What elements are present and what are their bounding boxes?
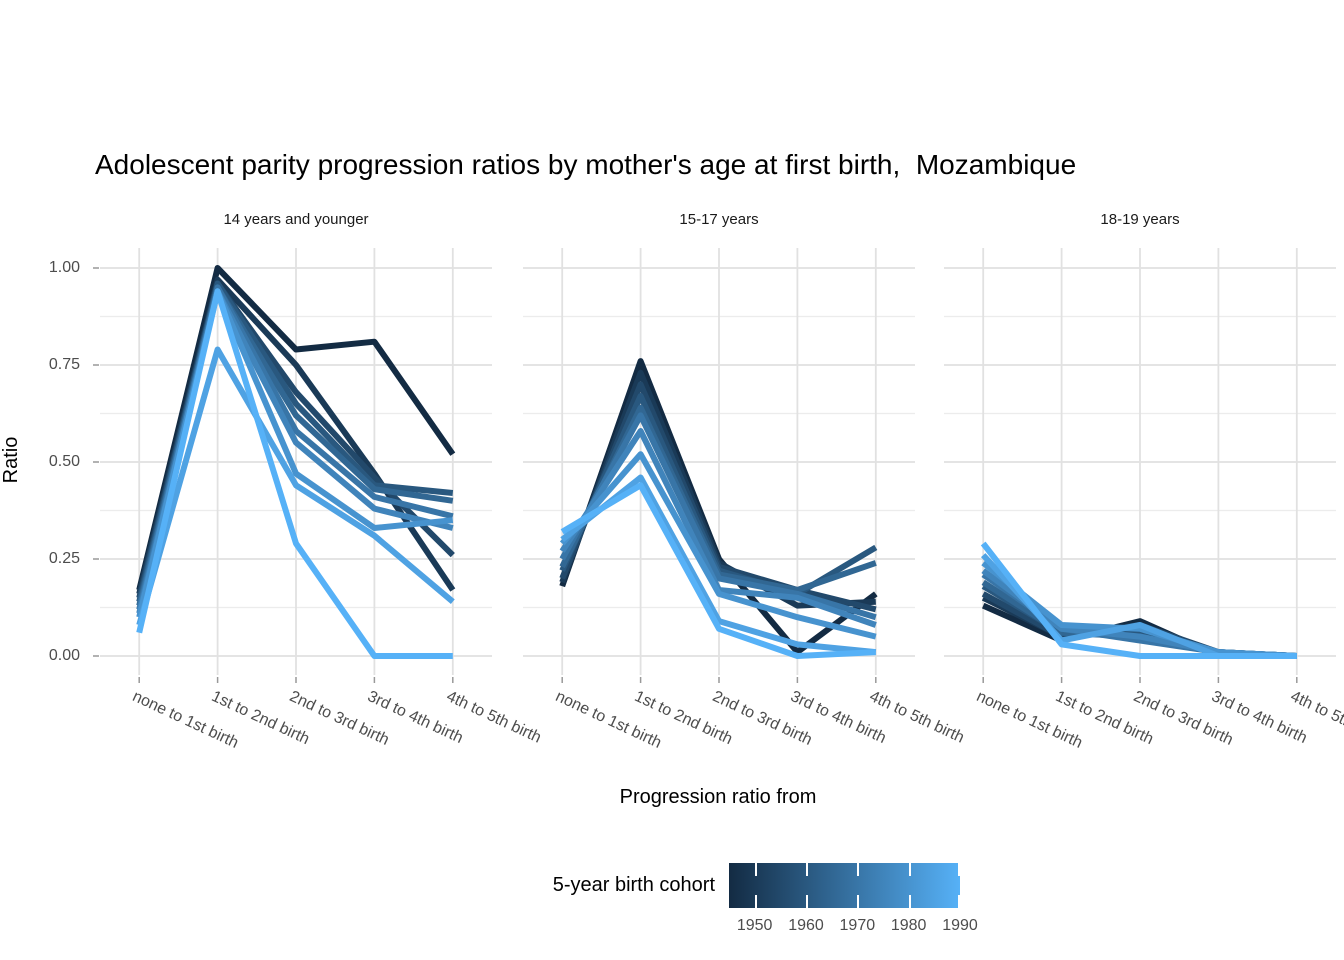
facet-label: 15-17 years <box>679 211 759 228</box>
y-tick-label: 0.25 <box>48 550 80 567</box>
legend-tick-mark <box>909 863 911 876</box>
legend-colorbar <box>729 863 960 908</box>
legend-tick-mark <box>755 895 757 908</box>
legend-tick-mark <box>958 863 960 876</box>
legend-tick-label: 1960 <box>788 917 824 934</box>
cohort-line-1990 <box>980 541 1297 659</box>
legend-tick-mark <box>909 895 911 908</box>
cohort-line-1985 <box>136 346 455 626</box>
cohort-line-1970 <box>559 412 877 621</box>
y-tick-label: 0.00 <box>48 647 80 664</box>
legend-tick-mark <box>806 895 808 908</box>
legend-tick-label: 1980 <box>890 917 927 934</box>
y-tick-label: 0.50 <box>48 453 80 470</box>
legend-tick-mark <box>806 863 808 876</box>
facet-label: 14 years and younger <box>223 211 369 228</box>
legend-tick-mark <box>857 895 859 908</box>
legend-tick-label: 1970 <box>839 917 876 934</box>
legend-tick-mark <box>755 863 757 876</box>
y-axis-title: Ratio <box>0 436 22 484</box>
cohort-line-1990 <box>560 482 876 659</box>
y-tick-label: 1.00 <box>48 259 80 276</box>
chart-title: Adolescent parity progression ratios by … <box>95 149 1077 180</box>
legend-tick-label: 1950 <box>736 917 773 934</box>
cohort-line-1980 <box>559 451 877 640</box>
y-tick-label: 0.75 <box>48 356 80 373</box>
legend-tick-mark <box>857 863 859 876</box>
legend-title: 5-year birth cohort <box>552 874 715 896</box>
legend-tick-label: 1990 <box>942 917 978 934</box>
legend-tick-mark <box>958 895 960 908</box>
x-axis-title: Progression ratio from <box>619 786 817 808</box>
cohort-line-1990 <box>136 288 453 659</box>
facet-label: 18-19 years <box>1100 211 1180 228</box>
